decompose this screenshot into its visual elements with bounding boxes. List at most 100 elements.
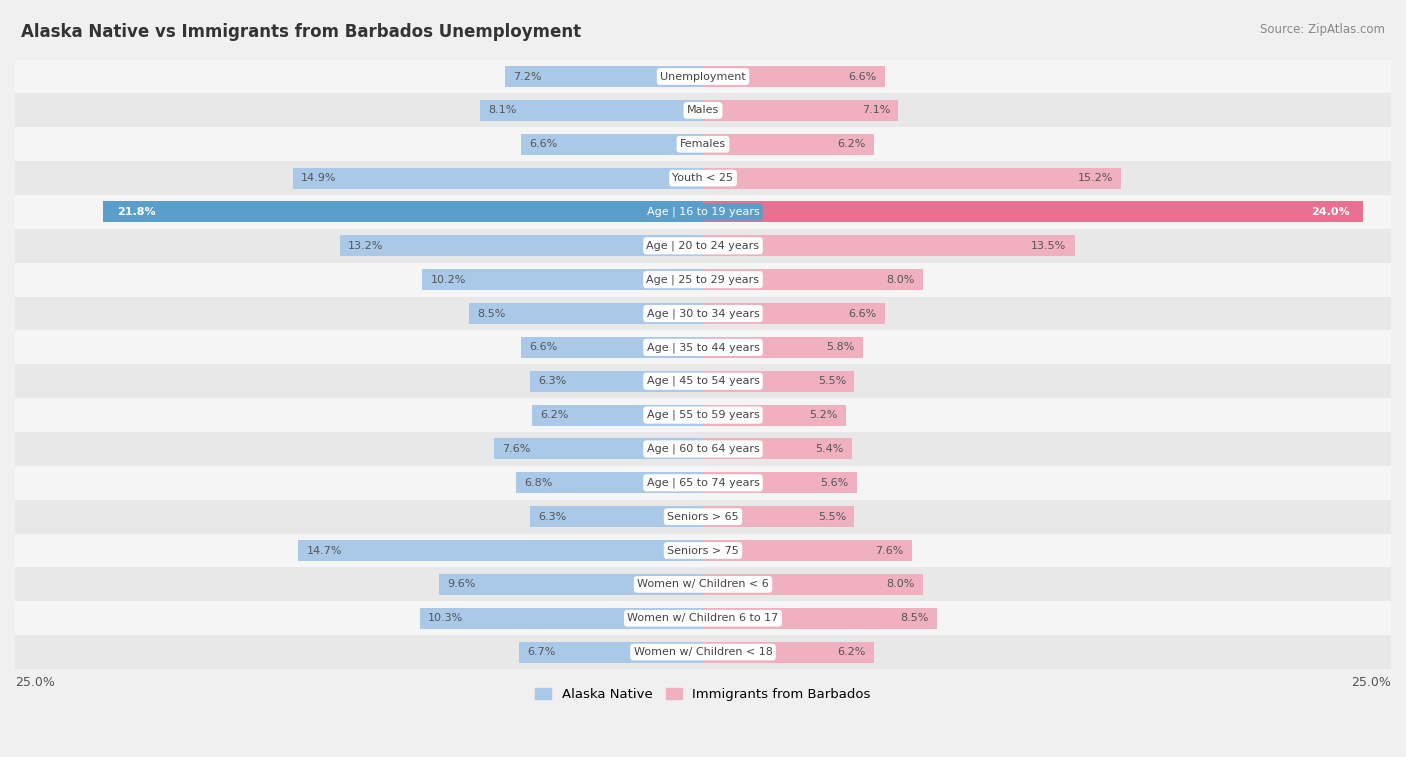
Text: 5.8%: 5.8% bbox=[825, 342, 855, 353]
Text: 7.6%: 7.6% bbox=[502, 444, 530, 454]
Text: Age | 20 to 24 years: Age | 20 to 24 years bbox=[647, 241, 759, 251]
Text: 6.2%: 6.2% bbox=[541, 410, 569, 420]
Bar bbox=[703, 608, 936, 629]
Text: 14.7%: 14.7% bbox=[307, 546, 342, 556]
Bar bbox=[470, 303, 703, 324]
Text: Age | 60 to 64 years: Age | 60 to 64 years bbox=[647, 444, 759, 454]
Bar bbox=[15, 432, 1391, 466]
Text: 24.0%: 24.0% bbox=[1312, 207, 1350, 217]
Bar bbox=[419, 608, 703, 629]
Text: 5.5%: 5.5% bbox=[818, 512, 846, 522]
Text: 6.3%: 6.3% bbox=[538, 512, 567, 522]
Text: Women w/ Children < 18: Women w/ Children < 18 bbox=[634, 647, 772, 657]
Text: Youth < 25: Youth < 25 bbox=[672, 173, 734, 183]
Bar bbox=[522, 134, 703, 154]
Bar bbox=[703, 303, 884, 324]
Text: 7.2%: 7.2% bbox=[513, 72, 541, 82]
Bar bbox=[494, 438, 703, 459]
Bar bbox=[15, 229, 1391, 263]
Bar bbox=[703, 100, 898, 121]
Text: 10.2%: 10.2% bbox=[430, 275, 465, 285]
Bar bbox=[703, 167, 1122, 188]
Bar bbox=[15, 364, 1391, 398]
Text: Males: Males bbox=[688, 105, 718, 115]
Bar bbox=[703, 540, 912, 561]
Text: 8.1%: 8.1% bbox=[488, 105, 517, 115]
Text: 6.6%: 6.6% bbox=[530, 139, 558, 149]
Text: 13.2%: 13.2% bbox=[349, 241, 384, 251]
Text: Seniors > 65: Seniors > 65 bbox=[668, 512, 738, 522]
Text: 13.5%: 13.5% bbox=[1031, 241, 1066, 251]
Text: Unemployment: Unemployment bbox=[661, 72, 745, 82]
Bar bbox=[15, 635, 1391, 669]
Bar bbox=[15, 161, 1391, 195]
Bar bbox=[703, 438, 852, 459]
Text: 7.1%: 7.1% bbox=[862, 105, 890, 115]
Bar bbox=[519, 642, 703, 662]
Text: 9.6%: 9.6% bbox=[447, 579, 475, 590]
Bar bbox=[533, 404, 703, 425]
Text: 8.5%: 8.5% bbox=[477, 309, 506, 319]
Bar bbox=[15, 601, 1391, 635]
Text: Women w/ Children 6 to 17: Women w/ Children 6 to 17 bbox=[627, 613, 779, 623]
Text: 6.6%: 6.6% bbox=[530, 342, 558, 353]
Text: 5.2%: 5.2% bbox=[810, 410, 838, 420]
Bar bbox=[479, 100, 703, 121]
Text: 6.6%: 6.6% bbox=[848, 309, 876, 319]
Bar bbox=[15, 466, 1391, 500]
Text: 8.0%: 8.0% bbox=[887, 579, 915, 590]
Bar bbox=[703, 404, 846, 425]
Text: Females: Females bbox=[681, 139, 725, 149]
Bar bbox=[703, 201, 1364, 223]
Bar bbox=[15, 331, 1391, 364]
Text: 25.0%: 25.0% bbox=[15, 677, 55, 690]
Bar bbox=[530, 506, 703, 527]
Text: 5.5%: 5.5% bbox=[818, 376, 846, 386]
Bar bbox=[15, 93, 1391, 127]
Bar bbox=[522, 337, 703, 358]
Bar bbox=[703, 66, 884, 87]
Bar bbox=[103, 201, 703, 223]
Text: Women w/ Children < 6: Women w/ Children < 6 bbox=[637, 579, 769, 590]
Text: Seniors > 75: Seniors > 75 bbox=[666, 546, 740, 556]
Text: Source: ZipAtlas.com: Source: ZipAtlas.com bbox=[1260, 23, 1385, 36]
Text: 15.2%: 15.2% bbox=[1077, 173, 1114, 183]
Bar bbox=[15, 398, 1391, 432]
Bar bbox=[15, 297, 1391, 331]
Bar bbox=[15, 534, 1391, 568]
Text: 5.6%: 5.6% bbox=[821, 478, 849, 488]
Bar bbox=[530, 371, 703, 391]
Text: 6.2%: 6.2% bbox=[837, 647, 865, 657]
Bar bbox=[703, 574, 924, 595]
Bar bbox=[505, 66, 703, 87]
Bar bbox=[15, 127, 1391, 161]
Bar bbox=[15, 263, 1391, 297]
Bar bbox=[703, 472, 858, 494]
Bar bbox=[422, 269, 703, 290]
Text: 6.6%: 6.6% bbox=[848, 72, 876, 82]
Legend: Alaska Native, Immigrants from Barbados: Alaska Native, Immigrants from Barbados bbox=[530, 683, 876, 706]
Text: Age | 30 to 34 years: Age | 30 to 34 years bbox=[647, 308, 759, 319]
Text: 5.4%: 5.4% bbox=[815, 444, 844, 454]
Bar bbox=[298, 540, 703, 561]
Bar bbox=[15, 60, 1391, 93]
Text: Age | 65 to 74 years: Age | 65 to 74 years bbox=[647, 478, 759, 488]
Bar bbox=[15, 195, 1391, 229]
Bar bbox=[439, 574, 703, 595]
Text: 6.2%: 6.2% bbox=[837, 139, 865, 149]
Bar bbox=[703, 235, 1074, 257]
Bar bbox=[703, 269, 924, 290]
Bar bbox=[703, 506, 855, 527]
Text: 6.7%: 6.7% bbox=[527, 647, 555, 657]
Bar bbox=[340, 235, 703, 257]
Text: 14.9%: 14.9% bbox=[301, 173, 336, 183]
Text: 8.0%: 8.0% bbox=[887, 275, 915, 285]
Text: 25.0%: 25.0% bbox=[1351, 677, 1391, 690]
Text: 10.3%: 10.3% bbox=[427, 613, 463, 623]
Bar bbox=[703, 337, 863, 358]
Text: Age | 45 to 54 years: Age | 45 to 54 years bbox=[647, 376, 759, 387]
Text: Age | 25 to 29 years: Age | 25 to 29 years bbox=[647, 275, 759, 285]
Bar bbox=[703, 371, 855, 391]
Bar bbox=[15, 500, 1391, 534]
Text: 7.6%: 7.6% bbox=[876, 546, 904, 556]
